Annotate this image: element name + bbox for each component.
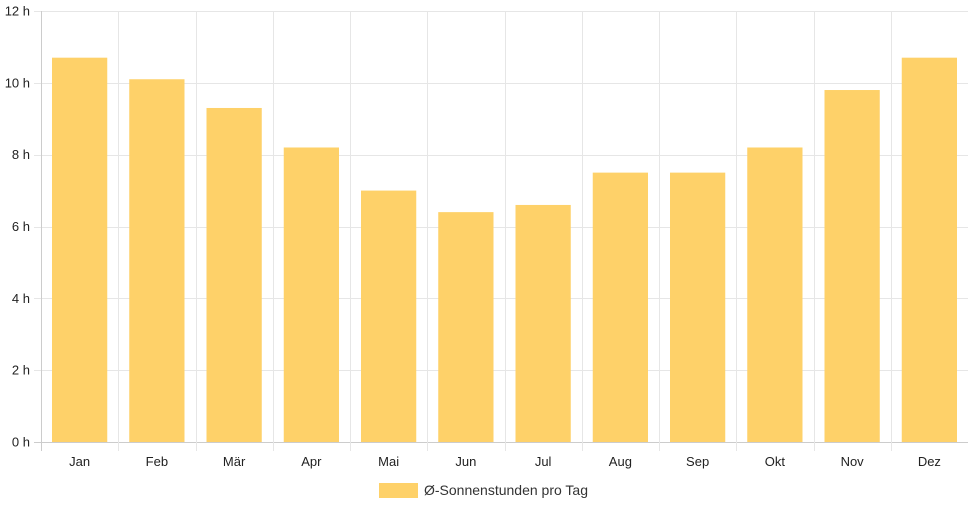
bar-Apr[interactable]	[283, 147, 339, 442]
legend-label[interactable]: Ø-Sonnenstunden pro Tag	[424, 482, 588, 498]
x-axis: Jan Feb Mär Apr Mai Jun Jul Aug Sep Okt Nov Dez	[69, 454, 941, 469]
y-tick-label: 2 h	[12, 363, 30, 378]
y-axis: 0 h 2 h 4 h 6 h 8 h 10 h 12 h	[5, 4, 30, 450]
x-tick-label: Jun	[455, 454, 476, 469]
x-tick-label: Okt	[765, 454, 786, 469]
x-tick-label: Apr	[301, 454, 322, 469]
bar-Jun[interactable]	[438, 212, 494, 442]
bar-Okt[interactable]	[747, 147, 803, 442]
y-tick-label: 0 h	[12, 435, 30, 450]
x-tick-label: Sep	[686, 454, 709, 469]
bar-Nov[interactable]	[824, 90, 880, 443]
bar-Sep[interactable]	[670, 172, 726, 442]
x-tick-label: Mai	[378, 454, 399, 469]
y-tick-label: 8 h	[12, 147, 30, 162]
x-tick-label: Aug	[609, 454, 632, 469]
legend-swatch[interactable]	[379, 483, 418, 498]
x-tick-label: Nov	[841, 454, 865, 469]
bar-Mär[interactable]	[206, 107, 262, 442]
x-tick-label: Jan	[69, 454, 90, 469]
legend[interactable]: Ø-Sonnenstunden pro Tag	[379, 482, 588, 498]
x-tick-label: Mär	[223, 454, 246, 469]
y-tick-label: 6 h	[12, 219, 30, 234]
bar-Aug[interactable]	[592, 172, 648, 442]
x-tick-label: Feb	[146, 454, 168, 469]
grid	[34, 11, 968, 451]
y-tick-label: 4 h	[12, 291, 30, 306]
y-tick-label: 12 h	[5, 4, 30, 19]
bar-Jan[interactable]	[52, 57, 108, 443]
bars	[52, 57, 957, 443]
y-tick-label: 10 h	[5, 75, 30, 90]
bar-Feb[interactable]	[129, 79, 185, 442]
bar-Dez[interactable]	[901, 57, 957, 443]
x-tick-label: Dez	[918, 454, 941, 469]
x-tick-label: Jul	[535, 454, 552, 469]
bar-Jul[interactable]	[515, 204, 571, 442]
bar-Mai[interactable]	[361, 190, 417, 442]
